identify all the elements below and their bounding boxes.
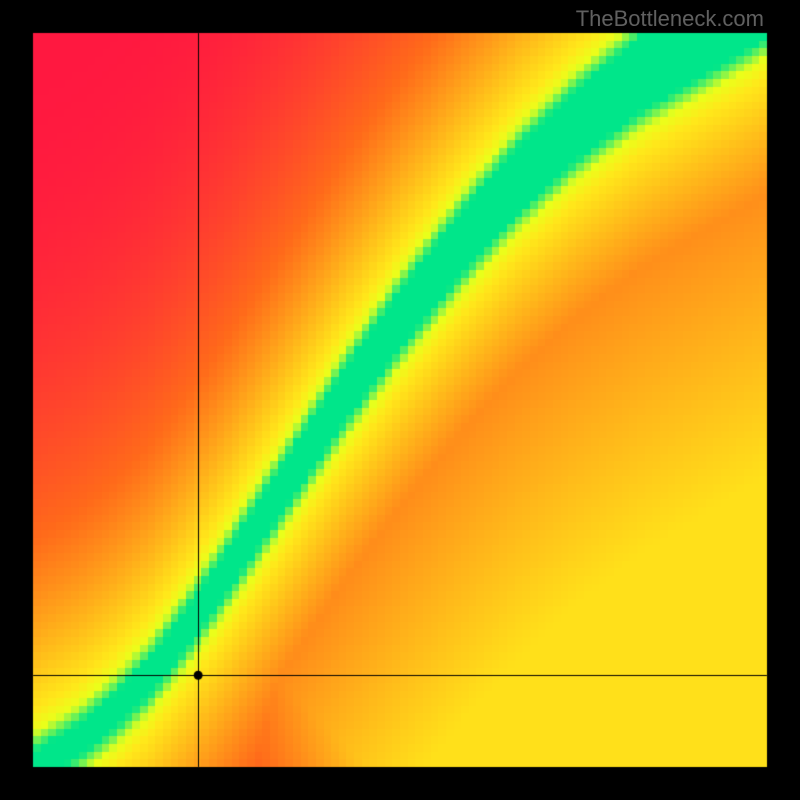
watermark-text: TheBottleneck.com <box>576 6 764 32</box>
chart-container: TheBottleneck.com <box>0 0 800 800</box>
crosshair-overlay <box>0 0 800 800</box>
